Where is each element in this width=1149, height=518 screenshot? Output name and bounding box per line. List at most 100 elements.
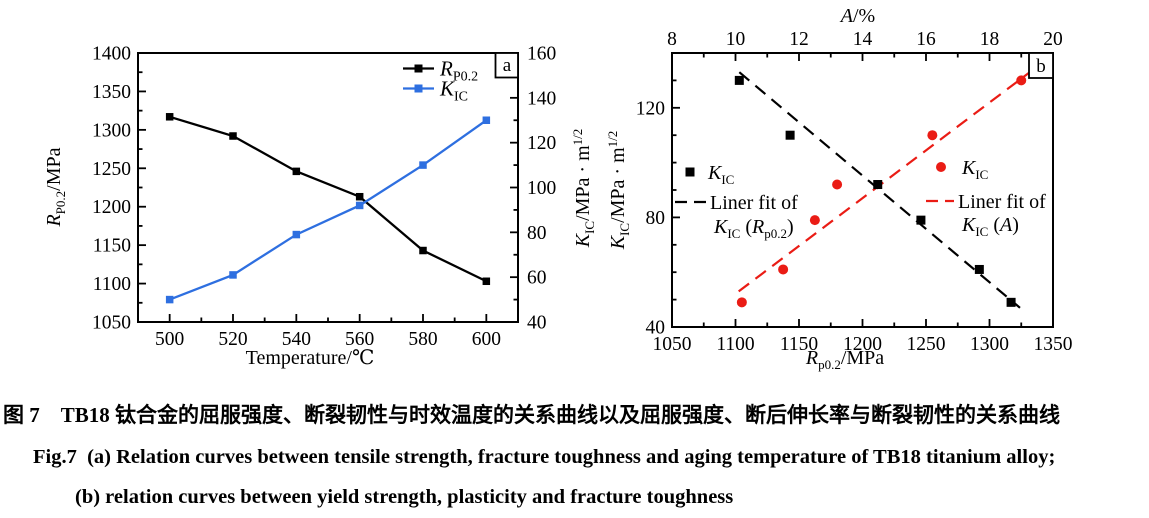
svg-text:Liner fit of: Liner fit of xyxy=(710,192,798,214)
legend-marker xyxy=(414,64,423,73)
data-point xyxy=(974,264,984,274)
data-point xyxy=(482,277,491,286)
data-point xyxy=(292,167,301,176)
data-point xyxy=(1006,297,1016,307)
svg-text:KIC/MPa · m1/2: KIC/MPa · m1/2 xyxy=(605,131,632,251)
svg-text:KIC: KIC xyxy=(961,157,988,182)
data-point xyxy=(873,180,883,190)
svg-text:1400: 1400 xyxy=(92,44,131,65)
data-point xyxy=(916,215,926,225)
svg-text:1150: 1150 xyxy=(780,334,818,355)
series-KIC-vs-A xyxy=(736,75,1027,308)
panel-label-box-a xyxy=(494,52,519,79)
chart-a: 500 520 540 560 580 600Temperature/℃105011001… xyxy=(43,44,597,370)
data-point xyxy=(778,264,789,275)
series-KIC-vs-RP02 xyxy=(734,75,1016,307)
data-point xyxy=(809,215,820,226)
fit-KIC-A xyxy=(738,65,1038,293)
svg-text:1300: 1300 xyxy=(970,334,1009,355)
svg-text:120: 120 xyxy=(527,133,556,154)
legend-marker xyxy=(685,167,695,177)
svg-text:18: 18 xyxy=(980,29,1000,50)
chart-b: 1050 1100 1150 1200 1250 1300 1350 Rp0.2/MPa 8 10… xyxy=(605,5,1072,372)
svg-text:16: 16 xyxy=(916,29,936,50)
svg-text:20: 20 xyxy=(1043,29,1063,50)
axis-b-top: 8 10 12 14 16 18 20 A/% xyxy=(667,5,1063,61)
data-point xyxy=(734,75,744,85)
svg-text:80: 80 xyxy=(527,223,547,244)
svg-text:540: 540 xyxy=(282,329,311,350)
svg-text:500: 500 xyxy=(155,329,184,350)
data-point xyxy=(927,130,938,141)
svg-text:RP0.2: RP0.2 xyxy=(439,57,478,85)
data-point xyxy=(482,116,491,124)
charts-canvas: 500 520 540 560 580 600Temperature/℃105011001… xyxy=(43,5,1073,372)
plot-frame-b xyxy=(671,52,1054,328)
data-point xyxy=(165,113,174,121)
svg-text:520: 520 xyxy=(218,329,247,350)
svg-text:80: 80 xyxy=(646,208,666,229)
data-point xyxy=(229,271,237,279)
legend-marker xyxy=(414,84,423,93)
data-point xyxy=(419,161,427,169)
svg-text:KIC: KIC xyxy=(439,77,468,105)
svg-text:1050: 1050 xyxy=(653,334,692,355)
svg-text:1250: 1250 xyxy=(907,334,946,355)
svg-text:Liner fit of: Liner fit of xyxy=(958,191,1046,213)
svg-text:100: 100 xyxy=(527,178,556,199)
svg-text:600: 600 xyxy=(472,329,501,350)
svg-text:1350: 1350 xyxy=(1034,334,1073,355)
svg-text:Temperature/℃: Temperature/℃ xyxy=(246,347,375,369)
data-point xyxy=(165,295,174,304)
svg-text:160: 160 xyxy=(527,44,556,65)
legend-marker xyxy=(936,162,946,172)
data-point xyxy=(832,179,843,190)
data-point xyxy=(419,246,427,255)
svg-text:KIC (A): KIC (A) xyxy=(961,214,1019,239)
svg-text:1200: 1200 xyxy=(843,334,882,355)
fit-KIC-RP02 xyxy=(738,71,1021,309)
svg-text:1100: 1100 xyxy=(93,274,131,295)
svg-text:1200: 1200 xyxy=(92,197,131,218)
svg-text:140: 140 xyxy=(527,88,556,109)
svg-text:40: 40 xyxy=(527,313,547,334)
svg-text:a: a xyxy=(503,55,512,76)
data-point xyxy=(736,297,747,308)
svg-text:A/%: A/% xyxy=(839,5,875,27)
svg-text:10: 10 xyxy=(726,29,746,50)
svg-text:40: 40 xyxy=(646,318,666,339)
svg-text:Rp0.2/MPa: Rp0.2/MPa xyxy=(805,347,884,372)
data-point xyxy=(355,192,364,201)
series-RP02 xyxy=(165,113,491,286)
svg-text:1300: 1300 xyxy=(92,120,131,141)
svg-text:KIC: KIC xyxy=(707,162,734,187)
svg-text:8: 8 xyxy=(667,29,677,50)
caption-line-zh: 图 7 TB18 钛合金的屈服强度、断裂韧性与时效温度的关系曲线以及屈服强度、断… xyxy=(3,403,1061,427)
svg-text:120: 120 xyxy=(636,98,665,119)
axis-b-bottom: 1050 1100 1150 1200 1250 1300 1350 Rp0.2/MPa xyxy=(653,319,1073,372)
svg-text:KIC/MPa · m1/2: KIC/MPa · m1/2 xyxy=(570,129,597,249)
data-point xyxy=(785,130,795,140)
data-point xyxy=(355,201,364,210)
data-point xyxy=(292,230,301,239)
svg-text:1100: 1100 xyxy=(716,334,754,355)
svg-text:1150: 1150 xyxy=(93,236,131,257)
svg-text:60: 60 xyxy=(527,268,547,289)
plot-frame-a xyxy=(137,52,519,323)
series-KIC xyxy=(165,116,491,304)
axis-a-bottom: 500 520 540 560 580 600 Temperature/℃ xyxy=(155,314,501,369)
svg-text:RP0.2/MPa: RP0.2/MPa xyxy=(43,147,68,227)
caption-line-en-a: Fig.7 (a) Relation curves between tensil… xyxy=(33,446,1056,468)
caption-line-en-b: (b) relation curves between yield streng… xyxy=(75,486,734,508)
svg-text:14: 14 xyxy=(853,29,873,50)
panel-label-box-b xyxy=(1028,52,1054,79)
svg-text:1350: 1350 xyxy=(92,82,131,103)
svg-text:1050: 1050 xyxy=(92,313,131,334)
svg-text:560: 560 xyxy=(345,329,374,350)
svg-text:1250: 1250 xyxy=(92,159,131,180)
